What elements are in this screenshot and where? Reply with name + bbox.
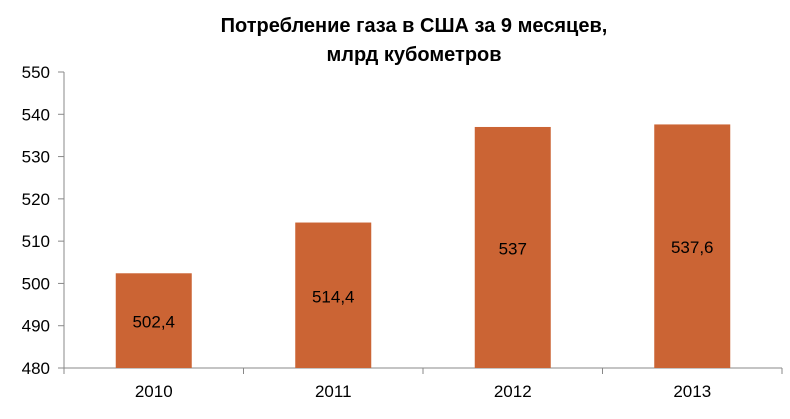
data-labels: 502,4 514,4 537 537,6 [132, 238, 713, 331]
y-tick-label: 530 [22, 148, 50, 167]
x-tick-label: 2011 [315, 382, 352, 401]
y-tick-label: 540 [22, 105, 50, 124]
x-tick-label: 2012 [494, 382, 532, 401]
y-tick-label: 520 [22, 190, 50, 209]
axes: 480 490 500 510 520 530 540 550 2010 2011 2012 2013 [22, 63, 783, 401]
x-tick-label: 2010 [135, 382, 173, 401]
x-tick-label: 2013 [673, 382, 711, 401]
data-label-2013: 537,6 [671, 238, 714, 257]
chart-title: Потребление газа в США за 9 месяцев, млр… [221, 15, 608, 66]
y-tick-label: 500 [22, 274, 50, 293]
data-label-2010: 502,4 [132, 313, 175, 332]
data-label-2011: 514,4 [312, 287, 355, 306]
y-tick-label: 510 [22, 232, 50, 251]
bars [115, 124, 731, 368]
y-tick-label: 550 [22, 63, 50, 82]
data-label-2012: 537 [499, 239, 527, 258]
chart-title-line-1: Потребление газа в США за 9 месяцев, [221, 15, 608, 37]
bar-2013 [654, 124, 731, 368]
chart-title-line-2: млрд кубометров [326, 44, 501, 66]
y-tick-label: 480 [22, 359, 50, 378]
bar-2010 [115, 273, 192, 368]
y-tick-label: 490 [22, 317, 50, 336]
bar-2012 [474, 126, 551, 368]
bar-2011 [295, 222, 372, 368]
